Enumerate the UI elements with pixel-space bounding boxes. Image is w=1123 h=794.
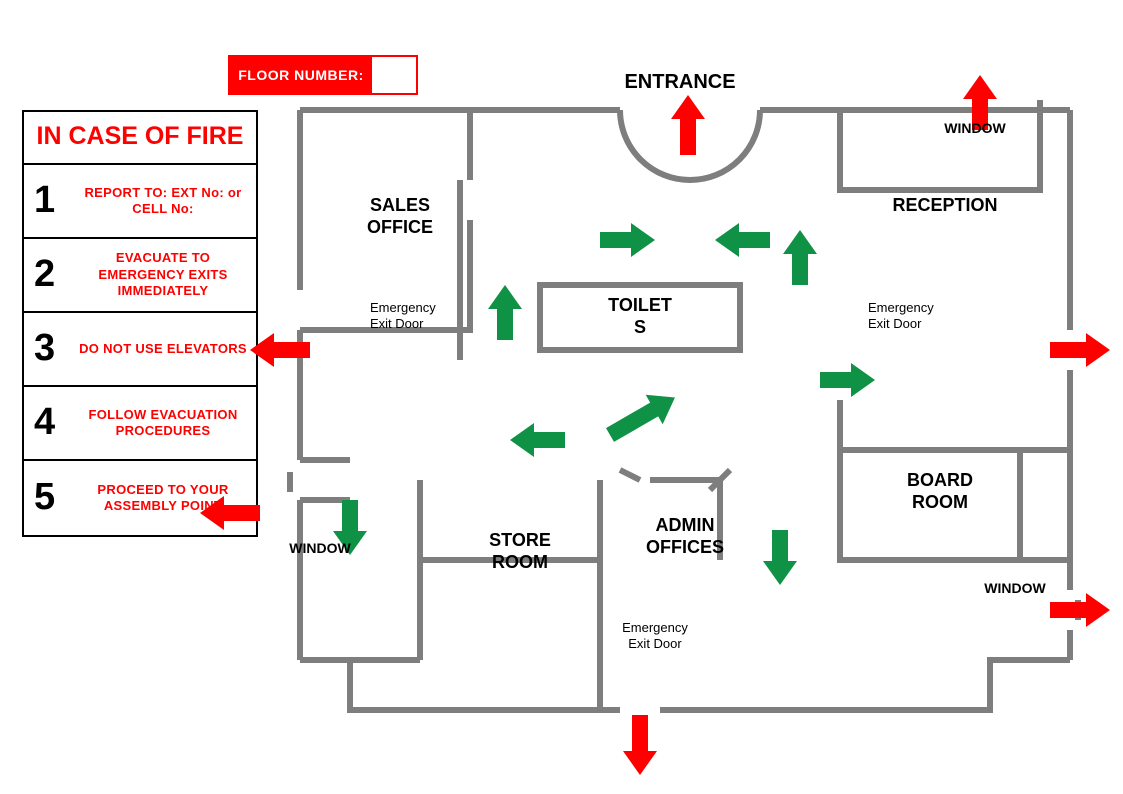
panel-num-3: 3 (32, 327, 78, 370)
label-window-left: WINDOW (275, 540, 365, 557)
label-exit-bottom: Emergency Exit Door (600, 620, 710, 651)
floor-number-badge: FLOOR NUMBER: (228, 55, 418, 95)
panel-txt-2: EVACUATE TO EMERGENCY EXITS IMMEDIATELY (78, 250, 248, 299)
label-exit-right: Emergency Exit Door (868, 300, 978, 331)
panel-row-1: 1 REPORT TO: EXT No: or CELL No: (24, 165, 256, 239)
fire-instruction-panel: IN CASE OF FIRE 1 REPORT TO: EXT No: or … (22, 110, 258, 537)
label-window-right: WINDOW (970, 580, 1060, 597)
label-exit-left: Emergency Exit Door (370, 300, 480, 331)
panel-row-3: 3 DO NOT USE ELEVATORS (24, 313, 256, 387)
label-window-top: WINDOW (930, 120, 1020, 137)
panel-title: IN CASE OF FIRE (24, 112, 256, 165)
panel-txt-4: FOLLOW EVACUATION PROCEDURES (78, 407, 248, 440)
panel-txt-1: REPORT TO: EXT No: or CELL No: (78, 185, 248, 218)
panel-txt-3: DO NOT USE ELEVATORS (78, 341, 248, 357)
panel-num-1: 1 (32, 179, 78, 222)
label-store-room: STORE ROOM (455, 530, 585, 573)
label-reception: RECEPTION (865, 195, 1025, 217)
label-sales-office: SALES OFFICE (330, 195, 470, 238)
floor-number-label: FLOOR NUMBER: (230, 57, 372, 93)
floor-plan: SALES OFFICE RECEPTION TOILET S BOARD RO… (290, 100, 1080, 740)
label-toilets: TOILET S (575, 295, 705, 338)
panel-num-4: 4 (32, 401, 78, 444)
page-root: FLOOR NUMBER: ENTRANCE IN CASE OF FIRE 1… (0, 0, 1123, 794)
panel-num-2: 2 (32, 253, 78, 296)
label-board-room: BOARD ROOM (875, 470, 1005, 513)
floor-number-blank (372, 57, 416, 93)
entrance-title: ENTRANCE (570, 70, 790, 94)
label-admin-offices: ADMIN OFFICES (620, 515, 750, 558)
panel-row-4: 4 FOLLOW EVACUATION PROCEDURES (24, 387, 256, 461)
panel-num-5: 5 (32, 476, 78, 519)
panel-row-2: 2 EVACUATE TO EMERGENCY EXITS IMMEDIATEL… (24, 239, 256, 313)
